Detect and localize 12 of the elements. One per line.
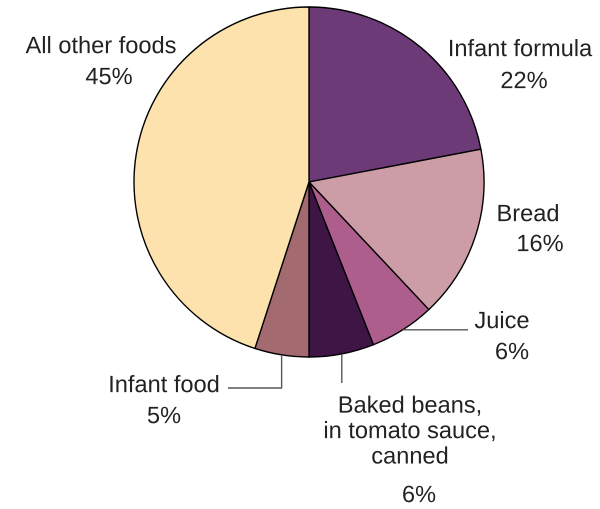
slice-label: All other foods — [26, 36, 176, 54]
slice-label: Juice — [474, 310, 529, 328]
slice-label: Infant food — [110, 374, 218, 392]
slice-label: Baked beans, in tomato sauce, canned — [324, 396, 495, 464]
data-label: 6% — [403, 486, 436, 502]
slice-label: Infant formula — [450, 38, 592, 56]
data-label: 45% — [86, 68, 132, 84]
data-label: 16% — [518, 234, 563, 252]
data-label: 5% — [148, 406, 180, 424]
data-label: 6% — [496, 342, 528, 360]
slice-label: Bread — [498, 204, 558, 222]
data-label: 22% — [502, 72, 547, 88]
